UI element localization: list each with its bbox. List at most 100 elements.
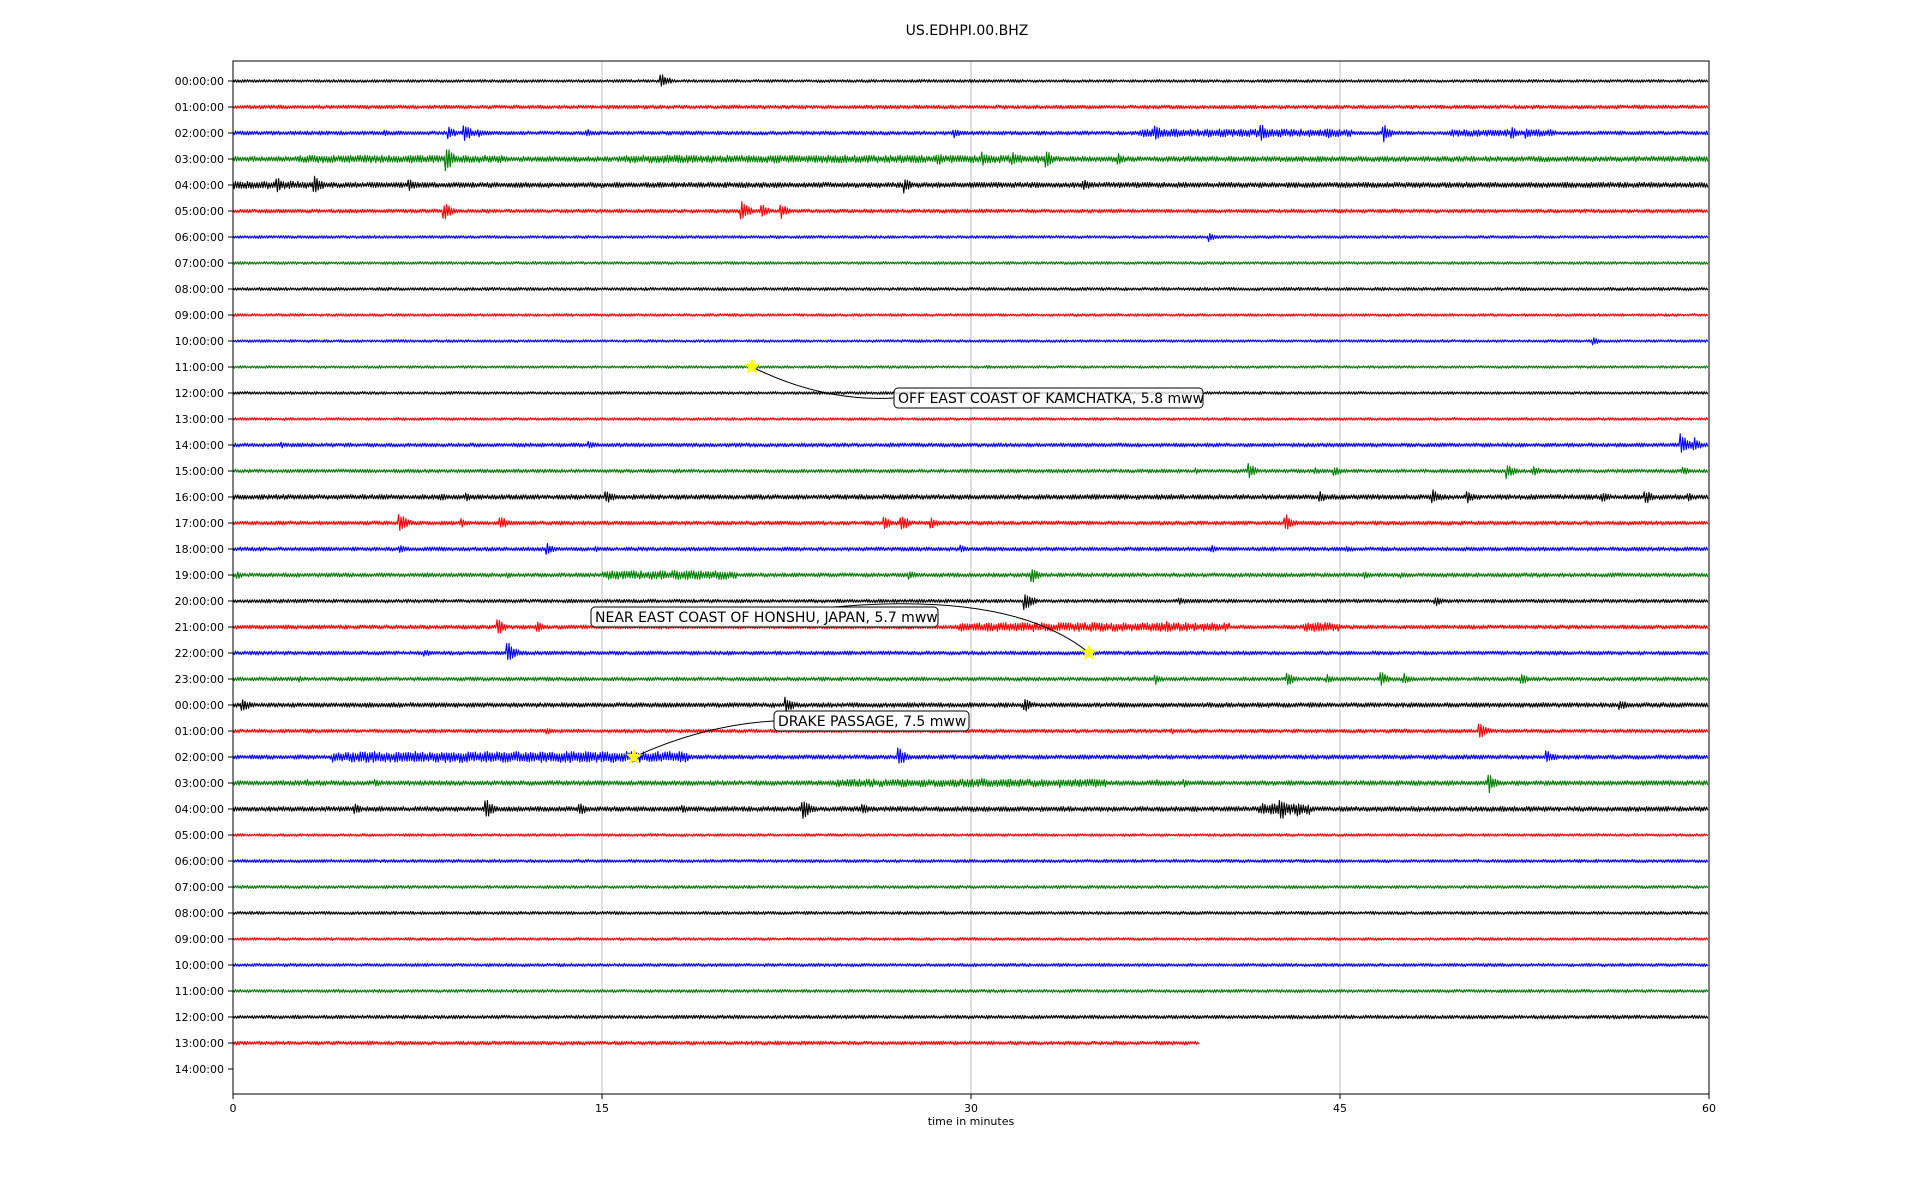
row-label: 08:00:00 — [175, 907, 224, 920]
trace-line — [232, 286, 1709, 292]
annotation-connector — [633, 720, 775, 758]
trace-line — [232, 124, 1709, 143]
trace-line — [232, 201, 1709, 220]
row-label: 05:00:00 — [175, 205, 224, 218]
trace-line — [232, 1040, 1200, 1046]
row-label: 17:00:00 — [175, 517, 224, 530]
row-label: 20:00:00 — [175, 595, 224, 608]
trace-line — [232, 747, 1709, 764]
trace-line — [232, 642, 1709, 661]
row-label: 12:00:00 — [175, 387, 224, 400]
row-label: 00:00:00 — [175, 699, 224, 712]
row-label: 06:00:00 — [175, 231, 224, 244]
trace-line — [232, 569, 1709, 583]
row-label: 12:00:00 — [175, 1011, 224, 1024]
trace-line — [232, 364, 1709, 369]
annotation-connector — [833, 603, 1090, 654]
trace-line — [232, 233, 1709, 243]
x-tick-label: 0 — [230, 1102, 237, 1115]
row-label: 08:00:00 — [175, 283, 224, 296]
trace-line — [232, 672, 1709, 686]
trace-line — [232, 619, 1709, 634]
trace-line — [232, 175, 1709, 194]
row-label: 13:00:00 — [175, 413, 224, 426]
row-label: 10:00:00 — [175, 959, 224, 972]
hour-row-labels: 00:00:00 01:00:00 02:00:00 03:00:00 04:00:00… — [175, 75, 233, 1076]
x-tick-label: 60 — [1702, 1102, 1716, 1115]
event-star-marker — [1080, 644, 1098, 661]
event-label-box — [893, 387, 1204, 409]
row-label: 21:00:00 — [175, 621, 224, 634]
row-label: 01:00:00 — [175, 725, 224, 738]
row-label: 01:00:00 — [175, 101, 224, 114]
row-label: 02:00:00 — [175, 127, 224, 140]
row-label: 03:00:00 — [175, 777, 224, 790]
trace-line — [232, 962, 1709, 968]
row-label: 04:00:00 — [175, 179, 224, 192]
trace-line — [232, 937, 1709, 941]
trace-line — [232, 337, 1709, 346]
row-label: 11:00:00 — [175, 361, 224, 374]
trace-line — [232, 1014, 1709, 1020]
event-markers: OFF EAST COAST OF KAMCHATKA, 5.8 mww NEAR… — [590, 358, 1204, 765]
event-label-box — [773, 710, 970, 732]
event-star-marker — [625, 748, 643, 765]
event-label: NEAR EAST COAST OF HONSHU, JAPAN, 5.7 mw… — [595, 610, 938, 626]
x-tick-label: 45 — [1333, 1102, 1347, 1115]
trace-line — [232, 696, 1709, 713]
seismic-traces — [232, 74, 1709, 1046]
trace-line — [232, 104, 1709, 110]
trace-line — [232, 433, 1709, 453]
x-tick-label: 30 — [964, 1102, 978, 1115]
row-label: 11:00:00 — [175, 985, 224, 998]
trace-line — [232, 723, 1709, 738]
row-label: 06:00:00 — [175, 855, 224, 868]
row-label: 07:00:00 — [175, 881, 224, 894]
row-label: 14:00:00 — [175, 1063, 224, 1076]
annotation-connector — [751, 366, 895, 399]
trace-line — [232, 149, 1709, 172]
chart-title: US.EDHPI.00.BHZ — [906, 23, 1029, 39]
trace-line — [232, 799, 1709, 820]
trace-line — [232, 884, 1709, 890]
trace-line — [232, 514, 1709, 531]
x-axis-ticks: 0 15 30 45 60 — [230, 1094, 1716, 1115]
trace-line — [232, 489, 1709, 504]
trace-line — [232, 313, 1709, 317]
trace-line — [232, 910, 1709, 916]
row-label: 03:00:00 — [175, 153, 224, 166]
event-label: DRAKE PASSAGE, 7.5 mww — [778, 714, 966, 730]
trace-line — [232, 261, 1709, 265]
trace-line — [232, 74, 1709, 87]
row-label: 22:00:00 — [175, 647, 224, 660]
trace-line — [232, 833, 1709, 837]
row-label: 00:00:00 — [175, 75, 224, 88]
row-label: 14:00:00 — [175, 439, 224, 452]
x-axis-label: time in minutes — [928, 1115, 1015, 1128]
trace-line — [232, 774, 1709, 794]
trace-line — [232, 462, 1709, 480]
trace-line — [232, 858, 1709, 864]
row-label: 23:00:00 — [175, 673, 224, 686]
trace-line — [232, 542, 1709, 555]
trace-line — [232, 988, 1709, 994]
row-label: 05:00:00 — [175, 829, 224, 842]
event-star-marker — [743, 358, 761, 375]
row-label: 02:00:00 — [175, 751, 224, 764]
row-label: 19:00:00 — [175, 569, 224, 582]
row-label: 13:00:00 — [175, 1037, 224, 1050]
event-label: OFF EAST COAST OF KAMCHATKA, 5.8 mww — [898, 391, 1204, 407]
row-label: 15:00:00 — [175, 465, 224, 478]
row-label: 18:00:00 — [175, 543, 224, 556]
trace-line — [232, 594, 1709, 611]
row-label: 16:00:00 — [175, 491, 224, 504]
row-label: 09:00:00 — [175, 933, 224, 946]
row-label: 07:00:00 — [175, 257, 224, 270]
row-label: 10:00:00 — [175, 335, 224, 348]
row-label: 04:00:00 — [175, 803, 224, 816]
trace-line — [232, 417, 1709, 421]
row-label: 09:00:00 — [175, 309, 224, 322]
event-label-box — [590, 606, 939, 628]
x-tick-label: 15 — [595, 1102, 609, 1115]
